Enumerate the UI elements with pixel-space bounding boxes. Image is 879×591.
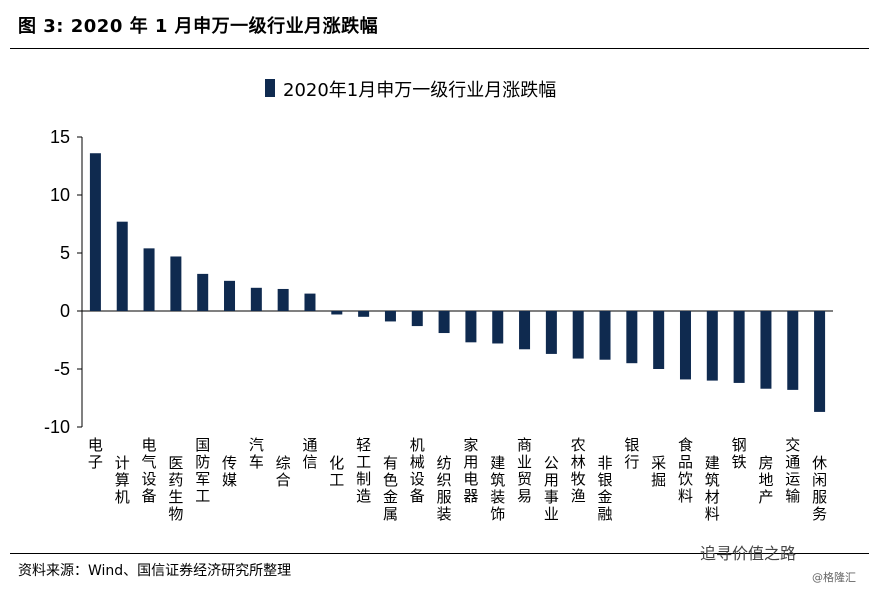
bar — [197, 273, 209, 311]
bar — [760, 311, 772, 389]
x-tick-label: 公用事业 — [544, 454, 559, 523]
x-tick-label: 医药生物 — [168, 454, 183, 523]
bar — [331, 311, 343, 315]
source-note: 资料来源：Wind、国信证券经济研究所整理 — [18, 563, 292, 579]
top-rule — [10, 48, 869, 49]
x-tick-label: 房地产 — [758, 454, 773, 506]
bar — [733, 311, 745, 383]
bar — [358, 311, 370, 317]
x-tick-label: 建筑材料 — [705, 454, 720, 523]
bar — [250, 287, 262, 311]
bar — [706, 311, 718, 381]
x-tick-label: 国防军工 — [195, 436, 210, 505]
bar — [572, 311, 584, 359]
x-tick-label: 化工 — [329, 454, 344, 489]
x-tick-label: 非银金融 — [598, 454, 613, 523]
x-tick-label: 钢铁 — [732, 436, 747, 471]
bar — [304, 293, 316, 311]
x-tick-label: 休闲服务 — [812, 454, 827, 523]
x-tick-label: 通信 — [302, 436, 317, 471]
bar — [492, 311, 504, 344]
x-tick-label: 汽车 — [249, 436, 264, 471]
x-tick-label: 综合 — [276, 454, 291, 489]
x-tick-label: 交通运输 — [785, 436, 800, 505]
bar — [519, 311, 531, 350]
bar — [143, 248, 155, 311]
bar — [224, 280, 236, 311]
x-tick-label: 计算机 — [115, 454, 130, 506]
bar — [411, 311, 423, 327]
bars — [89, 153, 826, 412]
bar — [116, 221, 128, 311]
x-tick-label: 食品饮料 — [678, 436, 693, 505]
bar — [384, 311, 396, 322]
x-tick-label: 轻工制造 — [356, 436, 371, 505]
bar — [170, 256, 182, 311]
legend-label: 2020年1月申万一级行业月涨跌幅 — [283, 80, 556, 101]
x-tick-label: 家用电器 — [463, 436, 478, 505]
y-tick-label: 10 — [50, 185, 70, 205]
bar — [653, 311, 665, 369]
figure-title: 图 3: 2020 年 1 月申万一级行业月涨跌幅 — [18, 16, 379, 37]
x-tick-label: 电子 — [88, 436, 103, 471]
y-tick-label: -5 — [54, 359, 70, 379]
y-axis: 15 10 5 0 -5 -10 — [44, 127, 833, 437]
watermark-sub: @格隆汇 — [812, 571, 856, 584]
watermark: 追寻价值之路 — [700, 544, 797, 563]
bar — [89, 153, 101, 311]
x-tick-label: 采掘 — [651, 454, 666, 489]
bar — [599, 311, 611, 360]
bar — [787, 311, 799, 390]
y-tick-label: -10 — [44, 417, 70, 437]
x-tick-label: 有色金属 — [383, 454, 398, 523]
y-tick-label: 15 — [50, 127, 70, 147]
x-tick-label: 电气设备 — [142, 436, 157, 505]
chart-legend: 2020年1月申万一级行业月涨跌幅 — [265, 79, 556, 101]
legend-swatch — [265, 79, 275, 97]
x-tick-label: 银行 — [624, 436, 639, 471]
bar — [545, 311, 557, 354]
bottom-rule — [10, 553, 869, 554]
bar — [626, 311, 638, 364]
x-tick-label: 传媒 — [222, 454, 237, 489]
bar — [438, 311, 450, 334]
x-tick-label: 纺织服装 — [437, 454, 452, 523]
x-tick-label: 建筑装饰 — [490, 454, 505, 523]
bar — [465, 311, 477, 343]
x-tick-label: 商业贸易 — [517, 436, 532, 505]
x-tick-label: 农林牧渔 — [571, 436, 586, 505]
y-tick-label: 5 — [60, 243, 70, 263]
bar — [679, 311, 691, 380]
bar — [814, 311, 826, 412]
y-tick-label: 0 — [60, 301, 70, 321]
bar — [277, 288, 289, 311]
x-tick-label: 机械设备 — [410, 436, 425, 505]
